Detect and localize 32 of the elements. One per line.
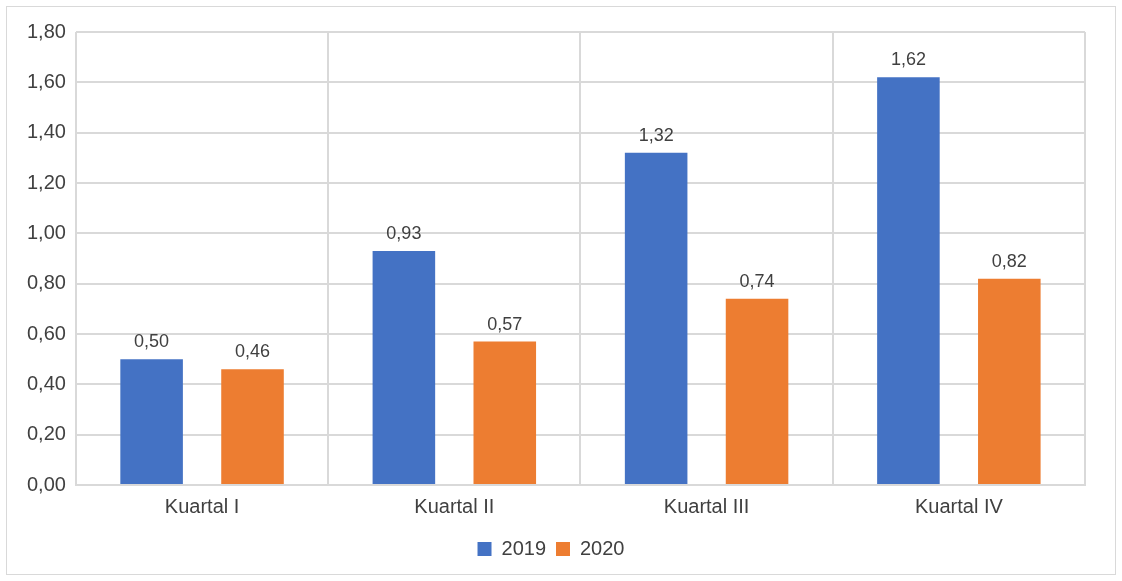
bar [221, 369, 284, 484]
data-label: 1,62 [890, 49, 926, 70]
bar [877, 77, 940, 484]
data-label: 0,57 [487, 313, 523, 334]
y-tick-label: 0,00 [26, 472, 66, 495]
y-tick-label: 0,20 [26, 422, 66, 445]
y-tick-label: 1,00 [26, 220, 66, 243]
bar [120, 359, 183, 484]
bar [372, 250, 436, 484]
y-tick-label: 1,20 [26, 170, 66, 193]
y-tick-label: 0,60 [26, 321, 66, 344]
data-label: 0,46 [234, 341, 271, 362]
bar [978, 278, 1041, 484]
data-label: 0,50 [134, 331, 170, 352]
y-tick-label: 0,40 [26, 371, 66, 394]
y-tick-label: 1,40 [26, 120, 66, 143]
x-tick-label: Kuartal IV [914, 494, 1004, 517]
x-tick-label: Kuartal I [164, 494, 240, 517]
data-label: 1,32 [638, 124, 674, 145]
y-tick-label: 0,80 [26, 271, 66, 294]
data-label: 0,93 [386, 222, 422, 243]
y-tick-label: 1,80 [26, 19, 66, 42]
bar [725, 298, 789, 484]
data-label: 0,74 [739, 270, 775, 291]
legend-label: 2020 [580, 536, 625, 559]
x-tick-label: Kuartal III [663, 494, 750, 517]
y-tick-label: 1,60 [26, 69, 66, 92]
bar [473, 341, 537, 484]
bar [624, 152, 688, 484]
x-tick-label: Kuartal II [414, 494, 495, 517]
legend-label: 2019 [501, 536, 547, 559]
data-label: 0,82 [991, 250, 1027, 271]
